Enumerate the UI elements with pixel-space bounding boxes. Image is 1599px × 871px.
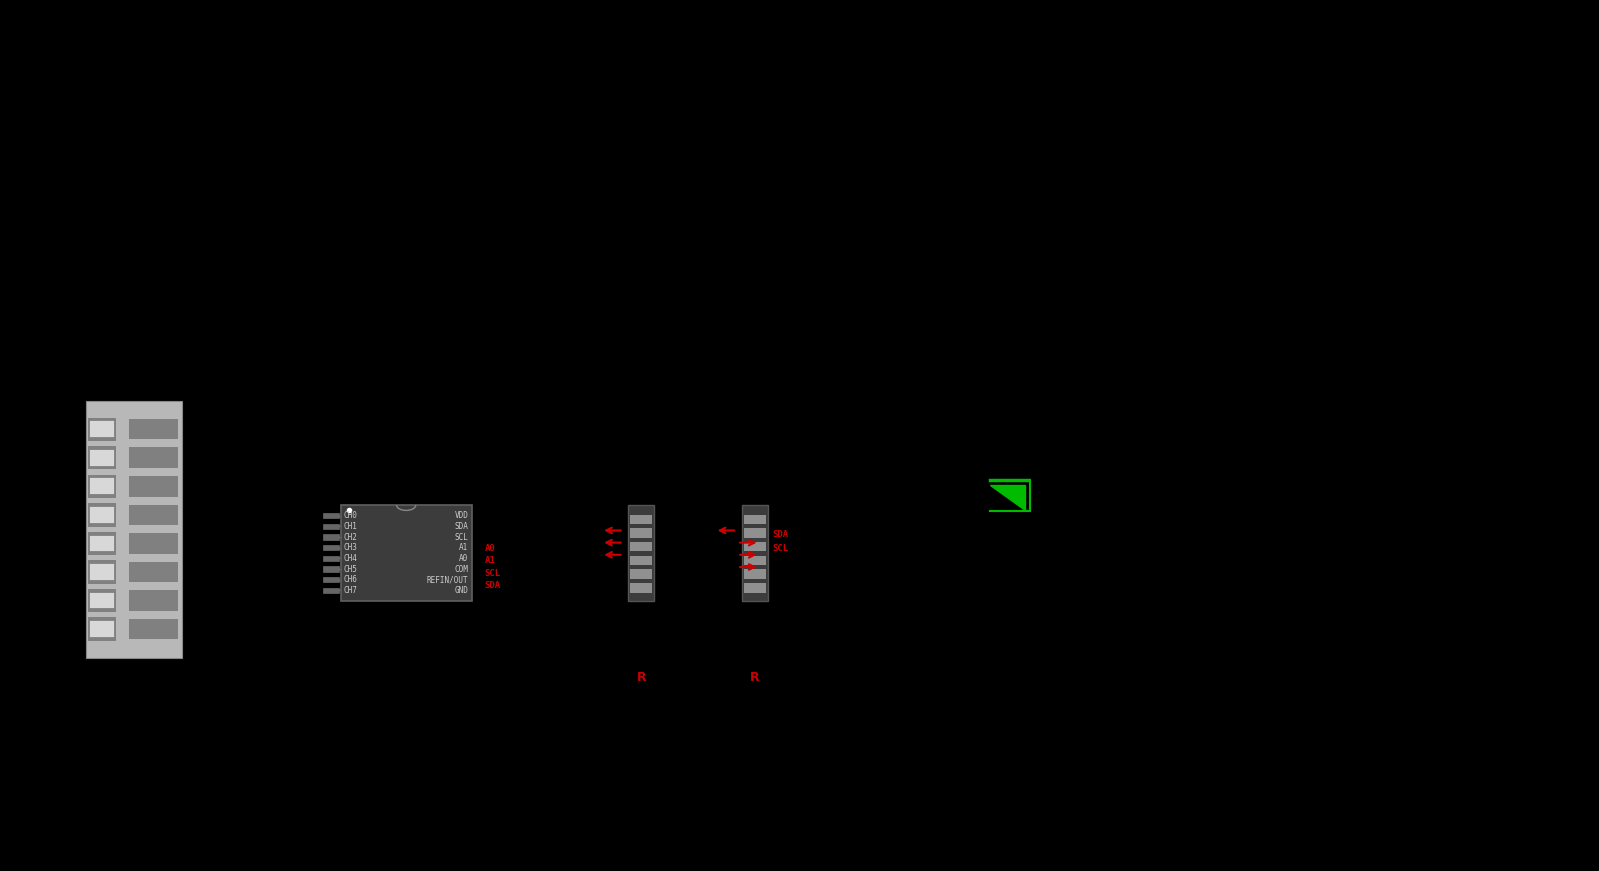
Bar bbox=[128, 562, 179, 582]
Text: CH5: CH5 bbox=[344, 564, 358, 573]
Bar bbox=[88, 417, 117, 441]
Text: SDA: SDA bbox=[484, 581, 500, 590]
Text: A0: A0 bbox=[484, 544, 496, 553]
Bar bbox=[90, 621, 114, 637]
Bar bbox=[90, 450, 114, 466]
Bar bbox=[323, 577, 339, 583]
Bar bbox=[128, 618, 179, 639]
Bar bbox=[90, 592, 114, 608]
Bar bbox=[630, 515, 652, 524]
Text: SDA: SDA bbox=[772, 530, 788, 539]
Text: SCL: SCL bbox=[772, 544, 788, 553]
Bar bbox=[630, 583, 652, 592]
Text: SCL: SCL bbox=[454, 533, 469, 542]
Bar bbox=[323, 545, 339, 550]
Bar bbox=[628, 505, 654, 601]
Bar bbox=[128, 591, 179, 611]
Bar bbox=[744, 556, 766, 565]
Text: R: R bbox=[750, 672, 760, 684]
Bar bbox=[90, 507, 114, 523]
Text: REFIN/OUT: REFIN/OUT bbox=[427, 575, 469, 584]
Text: CH3: CH3 bbox=[344, 544, 358, 552]
Text: CH1: CH1 bbox=[344, 522, 358, 531]
Bar bbox=[88, 446, 117, 469]
Text: A1: A1 bbox=[484, 557, 496, 565]
Bar bbox=[630, 542, 652, 551]
Bar bbox=[90, 536, 114, 551]
Bar bbox=[630, 556, 652, 565]
Bar bbox=[630, 528, 652, 537]
Text: CH4: CH4 bbox=[344, 554, 358, 563]
Text: CH7: CH7 bbox=[344, 586, 358, 595]
Bar bbox=[744, 528, 766, 537]
Bar bbox=[90, 564, 114, 580]
Bar bbox=[744, 542, 766, 551]
Bar bbox=[88, 475, 117, 498]
Bar bbox=[90, 422, 114, 437]
Bar bbox=[323, 566, 339, 571]
Bar bbox=[90, 592, 114, 608]
Bar bbox=[630, 570, 652, 579]
Text: SDA: SDA bbox=[454, 522, 469, 531]
Bar bbox=[323, 535, 339, 540]
Text: A1: A1 bbox=[459, 544, 469, 552]
Bar bbox=[744, 583, 766, 592]
Bar bbox=[90, 450, 114, 466]
Text: VDD: VDD bbox=[454, 511, 469, 520]
Text: CH6: CH6 bbox=[344, 575, 358, 584]
Bar bbox=[128, 419, 179, 440]
Bar bbox=[90, 564, 114, 580]
Bar bbox=[128, 533, 179, 554]
Text: SCL: SCL bbox=[484, 569, 500, 577]
Bar bbox=[90, 536, 114, 551]
Text: R: R bbox=[636, 672, 646, 684]
Bar bbox=[88, 503, 117, 527]
Bar bbox=[90, 478, 114, 494]
Text: COM: COM bbox=[454, 564, 469, 573]
Bar bbox=[128, 476, 179, 496]
Bar bbox=[90, 621, 114, 637]
Bar bbox=[341, 505, 472, 601]
Bar bbox=[88, 618, 117, 641]
Bar bbox=[323, 523, 339, 529]
Bar bbox=[128, 448, 179, 468]
Text: GND: GND bbox=[454, 586, 469, 595]
Bar bbox=[90, 478, 114, 494]
Bar bbox=[90, 422, 114, 437]
Bar bbox=[88, 531, 117, 555]
Text: CH2: CH2 bbox=[344, 533, 358, 542]
Bar bbox=[744, 570, 766, 579]
Bar bbox=[86, 401, 182, 658]
Bar bbox=[323, 588, 339, 593]
Text: A0: A0 bbox=[459, 554, 469, 563]
Bar bbox=[88, 560, 117, 584]
Bar bbox=[323, 556, 339, 561]
Bar bbox=[742, 505, 768, 601]
Bar bbox=[744, 515, 766, 524]
Polygon shape bbox=[990, 485, 1025, 510]
Bar bbox=[90, 507, 114, 523]
Bar bbox=[88, 589, 117, 612]
Text: CH0: CH0 bbox=[344, 511, 358, 520]
Bar bbox=[128, 504, 179, 525]
Bar bbox=[323, 513, 339, 518]
